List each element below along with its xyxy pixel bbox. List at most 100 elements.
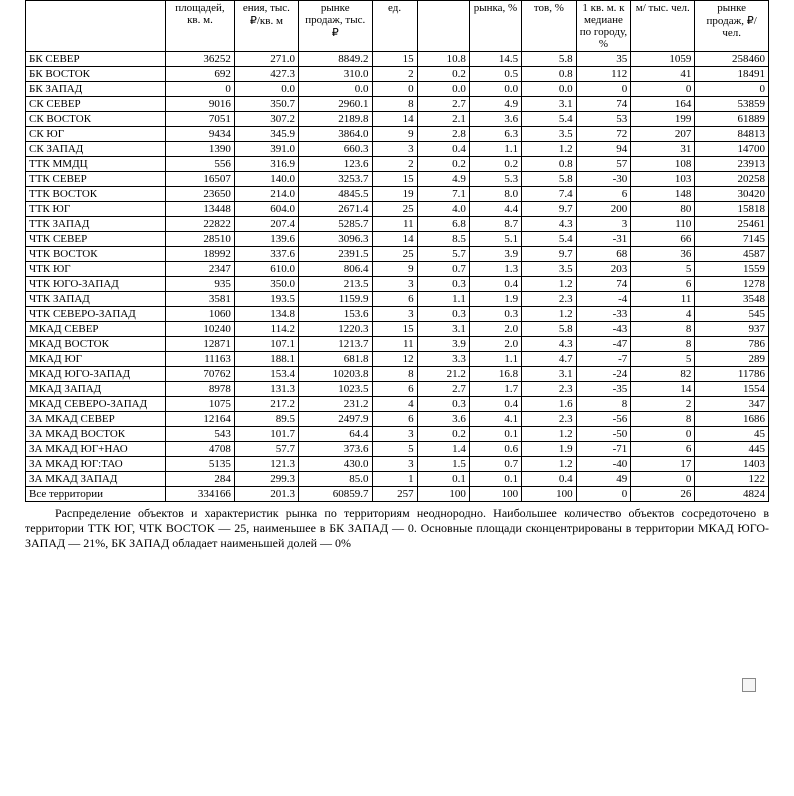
- row-value: 11: [631, 292, 695, 307]
- row-value: 5: [631, 352, 695, 367]
- row-value: 347: [695, 397, 769, 412]
- row-value: 4.9: [417, 172, 469, 187]
- row-value: 345.9: [234, 127, 298, 142]
- row-value: 9: [372, 127, 417, 142]
- row-value: 0.3: [469, 307, 521, 322]
- row-value: 2497.9: [298, 412, 372, 427]
- row-value: 937: [695, 322, 769, 337]
- table-row: ЧТК ЗАПАД3581193.51159.961.11.92.3-41135…: [26, 292, 769, 307]
- row-value: 16.8: [469, 367, 521, 382]
- table-row: МКАД ЮГО-ЗАПАД70762153.410203.8821.216.8…: [26, 367, 769, 382]
- row-value: 0.0: [469, 82, 521, 97]
- row-value: 1.1: [469, 352, 521, 367]
- table-row: ЧТК ЮГО-ЗАПАД935350.0213.530.30.41.27461…: [26, 277, 769, 292]
- table-row: ЗА МКАД ЮГ:ТАО5135121.3430.031.50.71.2-4…: [26, 457, 769, 472]
- row-value: 1.2: [522, 142, 577, 157]
- row-value: 2: [372, 157, 417, 172]
- row-value: 284: [166, 472, 235, 487]
- row-value: 85.0: [298, 472, 372, 487]
- row-value: 20258: [695, 172, 769, 187]
- row-value: 427.3: [234, 67, 298, 82]
- row-name: ЧТК ЗАПАД: [26, 292, 166, 307]
- table-body: БК СЕВЕР36252271.08849.21510.814.55.8351…: [26, 52, 769, 502]
- row-value: 1278: [695, 277, 769, 292]
- row-value: 334166: [166, 487, 235, 502]
- row-name: ЧТК СЕВЕР: [26, 232, 166, 247]
- row-value: 8.5: [417, 232, 469, 247]
- row-value: -71: [576, 442, 631, 457]
- row-value: 2.3: [522, 292, 577, 307]
- row-value: 3.1: [522, 367, 577, 382]
- row-value: 1213.7: [298, 337, 372, 352]
- row-value: 153.4: [234, 367, 298, 382]
- row-value: 12: [372, 352, 417, 367]
- row-value: 100: [522, 487, 577, 502]
- row-name: СК ВОСТОК: [26, 112, 166, 127]
- row-value: 11163: [166, 352, 235, 367]
- row-value: 681.8: [298, 352, 372, 367]
- row-value: 4.0: [417, 202, 469, 217]
- row-value: 3.1: [522, 97, 577, 112]
- row-value: 6: [576, 187, 631, 202]
- table-row: СК СЕВЕР9016350.72960.182.74.93.17416453…: [26, 97, 769, 112]
- row-name: ЗА МКАД ЮГ+НАО: [26, 442, 166, 457]
- row-value: 2: [372, 67, 417, 82]
- row-value: 108: [631, 157, 695, 172]
- row-value: -33: [576, 307, 631, 322]
- row-value: 15: [372, 322, 417, 337]
- row-name: СК ЗАПАД: [26, 142, 166, 157]
- row-value: 57.7: [234, 442, 298, 457]
- row-value: 66: [631, 232, 695, 247]
- row-value: 3096.3: [298, 232, 372, 247]
- row-value: 1554: [695, 382, 769, 397]
- row-value: 4: [372, 397, 417, 412]
- row-value: 57: [576, 157, 631, 172]
- row-value: 1: [372, 472, 417, 487]
- row-value: 28510: [166, 232, 235, 247]
- row-value: 8978: [166, 382, 235, 397]
- row-value: 3: [372, 307, 417, 322]
- row-value: 122: [695, 472, 769, 487]
- row-value: 49: [576, 472, 631, 487]
- row-value: 0.4: [469, 397, 521, 412]
- row-value: 25: [372, 247, 417, 262]
- row-value: 70762: [166, 367, 235, 382]
- row-value: -30: [576, 172, 631, 187]
- row-value: 660.3: [298, 142, 372, 157]
- row-value: 36252: [166, 52, 235, 67]
- row-value: 3.6: [469, 112, 521, 127]
- row-value: 0.2: [417, 157, 469, 172]
- row-value: 1059: [631, 52, 695, 67]
- col-header-0: [26, 1, 166, 52]
- row-value: 445: [695, 442, 769, 457]
- row-value: 1.7: [469, 382, 521, 397]
- row-value: 207.4: [234, 217, 298, 232]
- row-value: 543: [166, 427, 235, 442]
- table-row: ЧТК СЕВЕРО-ЗАПАД1060134.8153.630.30.31.2…: [26, 307, 769, 322]
- row-value: 4.4: [469, 202, 521, 217]
- row-value: 5.8: [522, 52, 577, 67]
- row-value: 7145: [695, 232, 769, 247]
- row-name: БК ВОСТОК: [26, 67, 166, 82]
- row-value: 6: [372, 382, 417, 397]
- table-row: ТТК СЕВЕР16507140.03253.7154.95.35.8-301…: [26, 172, 769, 187]
- row-name: Все территории: [26, 487, 166, 502]
- row-value: 786: [695, 337, 769, 352]
- row-value: 299.3: [234, 472, 298, 487]
- row-value: 26: [631, 487, 695, 502]
- row-value: 2.3: [522, 382, 577, 397]
- row-name: МКАД ЗАПАД: [26, 382, 166, 397]
- row-value: -35: [576, 382, 631, 397]
- row-value: 0: [576, 487, 631, 502]
- row-value: 2671.4: [298, 202, 372, 217]
- row-name: ЗА МКАД СЕВЕР: [26, 412, 166, 427]
- row-value: 5.8: [522, 172, 577, 187]
- col-header-7: тов, %: [522, 1, 577, 52]
- row-value: 310.0: [298, 67, 372, 82]
- col-header-1: площаде­й, кв. м.: [166, 1, 235, 52]
- row-value: 1.4: [417, 442, 469, 457]
- row-value: 15: [372, 52, 417, 67]
- row-value: 337.6: [234, 247, 298, 262]
- row-value: 2.1: [417, 112, 469, 127]
- row-value: 0.2: [417, 67, 469, 82]
